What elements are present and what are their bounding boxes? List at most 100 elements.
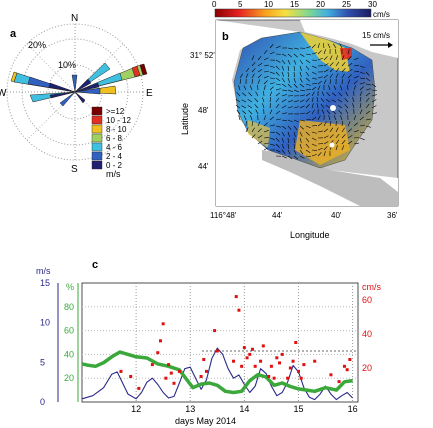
current-arrow bbox=[299, 119, 305, 122]
current-arrow bbox=[239, 79, 242, 85]
current-point bbox=[337, 380, 341, 384]
current-arrow bbox=[305, 131, 310, 136]
current-arrow bbox=[337, 99, 343, 103]
current-point bbox=[345, 368, 349, 372]
current-arrow bbox=[263, 49, 268, 55]
current-arrow bbox=[335, 73, 339, 79]
current-arrow bbox=[281, 105, 287, 109]
current-arrow bbox=[341, 121, 344, 127]
x-tick-label: 15 bbox=[293, 404, 303, 414]
current-arrow bbox=[337, 105, 343, 109]
current-arrow bbox=[281, 99, 287, 103]
current-arrow bbox=[287, 65, 290, 71]
compass-n: N bbox=[71, 13, 78, 24]
legend-label: 0 - 2 bbox=[106, 161, 123, 170]
current-point bbox=[261, 344, 265, 348]
current-point bbox=[129, 375, 133, 378]
current-arrow bbox=[245, 127, 249, 133]
colorbar bbox=[214, 8, 372, 18]
current-arrow bbox=[293, 143, 296, 149]
current-arrow bbox=[299, 99, 305, 103]
current-arrow bbox=[323, 146, 328, 151]
current-point bbox=[342, 364, 346, 368]
current-arrow bbox=[305, 46, 311, 49]
current-axis-unit: cm/s bbox=[362, 282, 381, 292]
current-arrow bbox=[323, 141, 329, 145]
current-arrow bbox=[269, 124, 275, 127]
colorbar-tick-label: 0 bbox=[212, 0, 217, 9]
current-arrow bbox=[287, 100, 293, 103]
current-arrow bbox=[251, 127, 255, 133]
current-arrow bbox=[281, 125, 287, 130]
current-arrow bbox=[305, 149, 311, 154]
lake-west-yellow bbox=[248, 120, 270, 148]
current-arrow bbox=[299, 94, 305, 97]
current-arrow bbox=[321, 109, 325, 115]
current-arrow bbox=[287, 143, 290, 149]
current-arrow bbox=[242, 110, 247, 115]
current-arrow bbox=[311, 125, 318, 127]
current-arrow bbox=[329, 127, 334, 133]
current-point bbox=[296, 369, 300, 373]
map-white-west bbox=[216, 20, 398, 206]
current-arrow bbox=[323, 135, 329, 139]
current-arrow bbox=[287, 119, 293, 123]
current-point bbox=[250, 347, 254, 351]
current-arrow bbox=[359, 137, 365, 141]
legend-label: 4 - 6 bbox=[106, 143, 123, 152]
current-arrow bbox=[311, 65, 317, 69]
current-arrow bbox=[235, 104, 241, 109]
current-arrow bbox=[299, 143, 302, 149]
current-point bbox=[348, 358, 352, 361]
current-arrow bbox=[238, 115, 241, 121]
current-arrow bbox=[329, 121, 332, 127]
current-point bbox=[172, 381, 176, 385]
current-arrow bbox=[275, 131, 281, 136]
current-arrow bbox=[365, 77, 371, 82]
current-arrow bbox=[359, 103, 362, 109]
current-arrow bbox=[305, 88, 311, 91]
current-arrow bbox=[257, 121, 261, 127]
current-arrow bbox=[247, 105, 253, 109]
current-point bbox=[259, 359, 263, 363]
current-arrow bbox=[263, 64, 269, 67]
current-arrow bbox=[311, 77, 317, 80]
current-arrow bbox=[329, 68, 334, 73]
current-point bbox=[294, 341, 298, 344]
current-arrow bbox=[305, 65, 310, 71]
current-arrow bbox=[338, 110, 343, 115]
current-arrow bbox=[331, 99, 337, 103]
current-arrow bbox=[275, 59, 281, 63]
current-arrow bbox=[251, 68, 256, 73]
legend-swatch bbox=[91, 124, 103, 134]
current-arrow bbox=[287, 53, 293, 58]
current-arrow bbox=[281, 143, 285, 149]
current-arrow bbox=[359, 131, 365, 134]
current-point bbox=[269, 364, 273, 368]
current-arrow bbox=[359, 71, 365, 75]
current-arrow bbox=[263, 147, 269, 151]
current-arrow bbox=[275, 143, 280, 148]
current-arrow bbox=[359, 65, 365, 68]
current-arrow bbox=[275, 83, 281, 86]
current-arrow bbox=[238, 85, 241, 91]
current-arrow bbox=[251, 121, 254, 127]
current-arrow bbox=[257, 62, 263, 67]
petal-ene-tip bbox=[139, 63, 148, 76]
current-arrow bbox=[311, 149, 318, 151]
current-arrow bbox=[299, 65, 302, 71]
current-arrow bbox=[299, 149, 304, 155]
current-arrow bbox=[293, 131, 296, 137]
current-arrow bbox=[257, 79, 261, 85]
current-arrow bbox=[371, 112, 377, 115]
current-arrow bbox=[305, 111, 311, 115]
wind-tick-label: 15 bbox=[40, 278, 50, 288]
current-arrow bbox=[299, 89, 305, 92]
current-arrow bbox=[329, 62, 334, 67]
current-arrow bbox=[311, 131, 317, 134]
legend-label: >=12 bbox=[106, 107, 125, 116]
current-arrow bbox=[299, 77, 303, 83]
current-arrow bbox=[347, 135, 353, 139]
current-arrow bbox=[275, 71, 280, 76]
